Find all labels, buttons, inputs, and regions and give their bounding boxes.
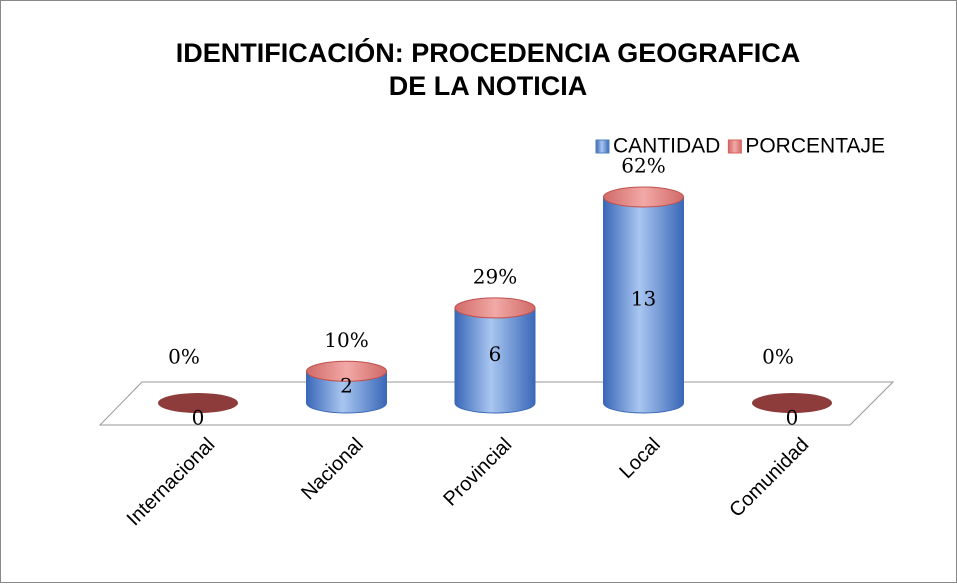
data-label: 6 [489,342,502,366]
data-label: 0 [786,406,799,430]
legend-label: CANTIDAD [613,135,720,158]
percent-label: 0% [168,345,200,369]
bar-cap [158,393,238,413]
legend-swatch [595,139,610,154]
bar [306,370,387,414]
percent-label: 29% [473,264,517,288]
bar [603,196,684,414]
legend-label: PORCENTAJE [745,135,885,158]
data-label: 13 [631,287,656,311]
bar-cap [306,360,387,382]
data-label: 2 [340,374,353,398]
percent-label: 62% [621,154,665,178]
chart-title: IDENTIFICACIÓN: PROCEDENCIA GEOGRAFICA DE… [176,37,801,101]
percent-label: 0% [762,345,794,369]
bar-cap [454,297,536,319]
percent-label: 10% [324,328,368,352]
data-label: 0 [192,406,205,430]
bar [454,307,536,414]
bar-cap [603,186,684,208]
legend-swatch [727,139,742,154]
bar-cap [752,393,832,413]
